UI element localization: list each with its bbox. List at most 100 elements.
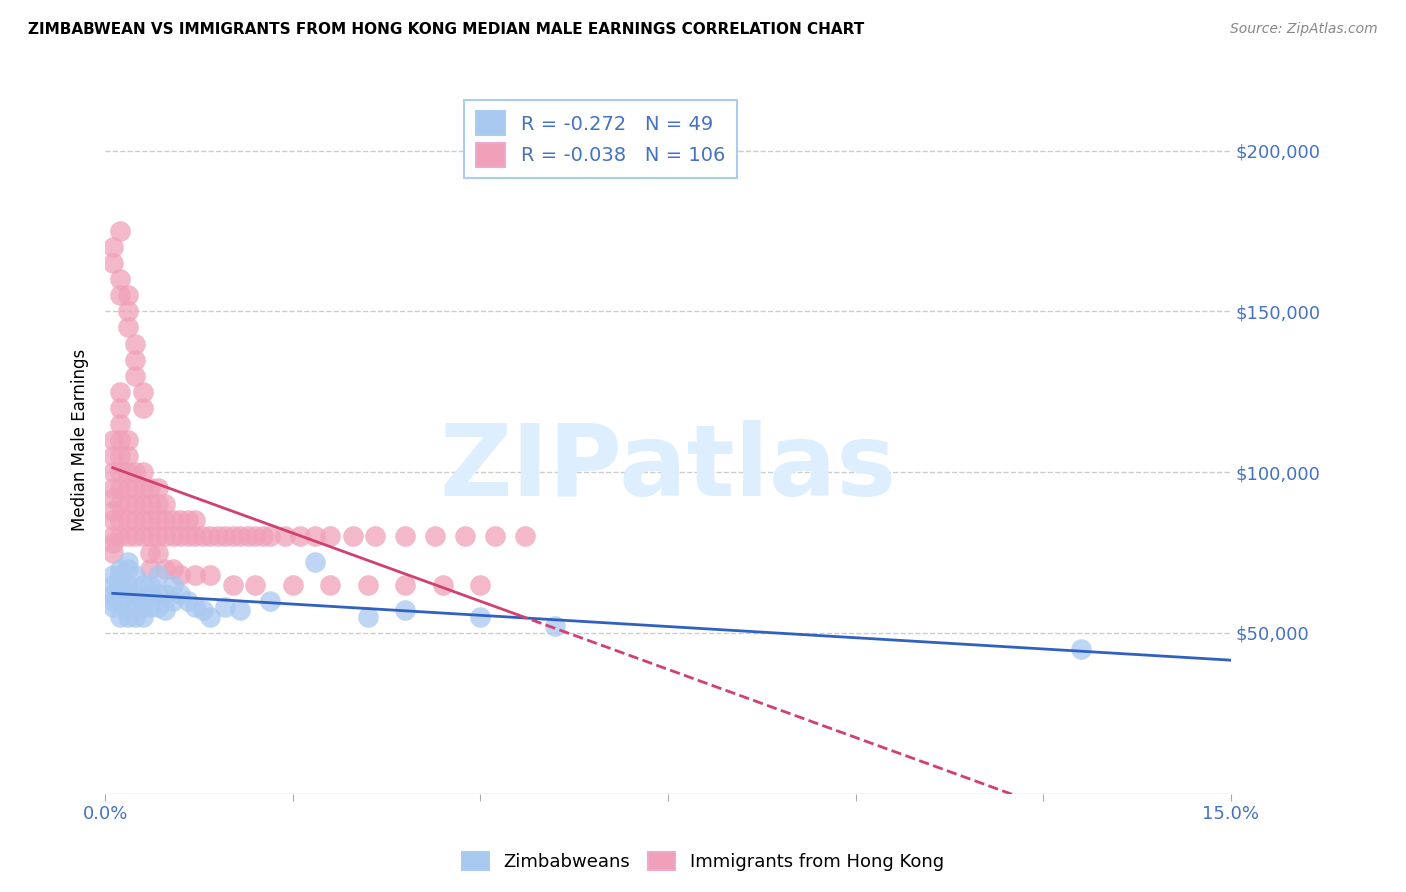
Point: [101, 481, 124, 495]
Point: [110, 577, 132, 591]
Point: [124, 336, 146, 351]
Point: [117, 561, 139, 575]
Point: [110, 481, 132, 495]
Point: [281, 577, 304, 591]
Point: [214, 529, 236, 543]
Point: [117, 555, 139, 569]
Point: [110, 529, 132, 543]
Point: [432, 577, 454, 591]
Point: [132, 594, 155, 608]
Point: [191, 529, 214, 543]
Point: [484, 529, 506, 543]
Point: [259, 529, 281, 543]
Point: [117, 481, 139, 495]
Legend: R = -0.272   N = 49, R = -0.038   N = 106: R = -0.272 N = 49, R = -0.038 N = 106: [464, 100, 737, 178]
Point: [110, 433, 132, 447]
Point: [124, 587, 146, 601]
Point: [110, 288, 132, 302]
Point: [162, 513, 184, 527]
Point: [110, 568, 132, 582]
Point: [155, 603, 177, 617]
Point: [124, 368, 146, 383]
Point: [214, 600, 236, 615]
Point: [162, 529, 184, 543]
Y-axis label: Median Male Earnings: Median Male Earnings: [72, 349, 89, 531]
Point: [124, 610, 146, 624]
Point: [319, 577, 342, 591]
Point: [470, 610, 492, 624]
Point: [184, 513, 207, 527]
Point: [177, 594, 200, 608]
Point: [169, 587, 191, 601]
Point: [110, 497, 132, 511]
Point: [245, 529, 267, 543]
Point: [132, 497, 155, 511]
Point: [139, 600, 162, 615]
Point: [101, 587, 124, 601]
Point: [319, 529, 342, 543]
Point: [155, 513, 177, 527]
Point: [357, 577, 380, 591]
Point: [394, 603, 416, 617]
Point: [117, 529, 139, 543]
Point: [394, 577, 416, 591]
Point: [342, 529, 364, 543]
Point: [229, 529, 252, 543]
Point: [146, 545, 169, 559]
Point: [101, 256, 124, 270]
Point: [110, 417, 132, 431]
Point: [146, 513, 169, 527]
Point: [290, 529, 312, 543]
Point: [132, 577, 155, 591]
Point: [139, 481, 162, 495]
Point: [124, 513, 146, 527]
Point: [132, 600, 155, 615]
Text: ZIMBABWEAN VS IMMIGRANTS FROM HONG KONG MEDIAN MALE EARNINGS CORRELATION CHART: ZIMBABWEAN VS IMMIGRANTS FROM HONG KONG …: [28, 22, 865, 37]
Point: [117, 610, 139, 624]
Point: [101, 433, 124, 447]
Point: [146, 587, 169, 601]
Legend: Zimbabweans, Immigrants from Hong Kong: Zimbabweans, Immigrants from Hong Kong: [454, 845, 952, 879]
Point: [139, 545, 162, 559]
Point: [155, 497, 177, 511]
Point: [274, 529, 297, 543]
Point: [162, 594, 184, 608]
Point: [544, 619, 567, 633]
Point: [364, 529, 387, 543]
Point: [124, 529, 146, 543]
Point: [139, 577, 162, 591]
Point: [304, 529, 326, 543]
Point: [101, 594, 124, 608]
Point: [169, 529, 191, 543]
Point: [132, 481, 155, 495]
Point: [207, 529, 229, 543]
Point: [132, 529, 155, 543]
Text: ZIPatlas: ZIPatlas: [440, 420, 897, 516]
Point: [117, 577, 139, 591]
Point: [184, 600, 207, 615]
Point: [117, 449, 139, 463]
Point: [124, 465, 146, 479]
Point: [162, 561, 184, 575]
Point: [117, 587, 139, 601]
Point: [117, 288, 139, 302]
Point: [101, 240, 124, 254]
Point: [132, 465, 155, 479]
Point: [101, 513, 124, 527]
Point: [169, 568, 191, 582]
Point: [110, 224, 132, 238]
Point: [515, 529, 537, 543]
Point: [132, 384, 155, 399]
Text: Source: ZipAtlas.com: Source: ZipAtlas.com: [1230, 22, 1378, 37]
Point: [394, 529, 416, 543]
Point: [222, 577, 245, 591]
Point: [222, 529, 245, 543]
Point: [110, 272, 132, 286]
Point: [117, 433, 139, 447]
Point: [184, 568, 207, 582]
Point: [110, 610, 132, 624]
Point: [101, 577, 124, 591]
Point: [139, 529, 162, 543]
Point: [357, 610, 380, 624]
Point: [252, 529, 274, 543]
